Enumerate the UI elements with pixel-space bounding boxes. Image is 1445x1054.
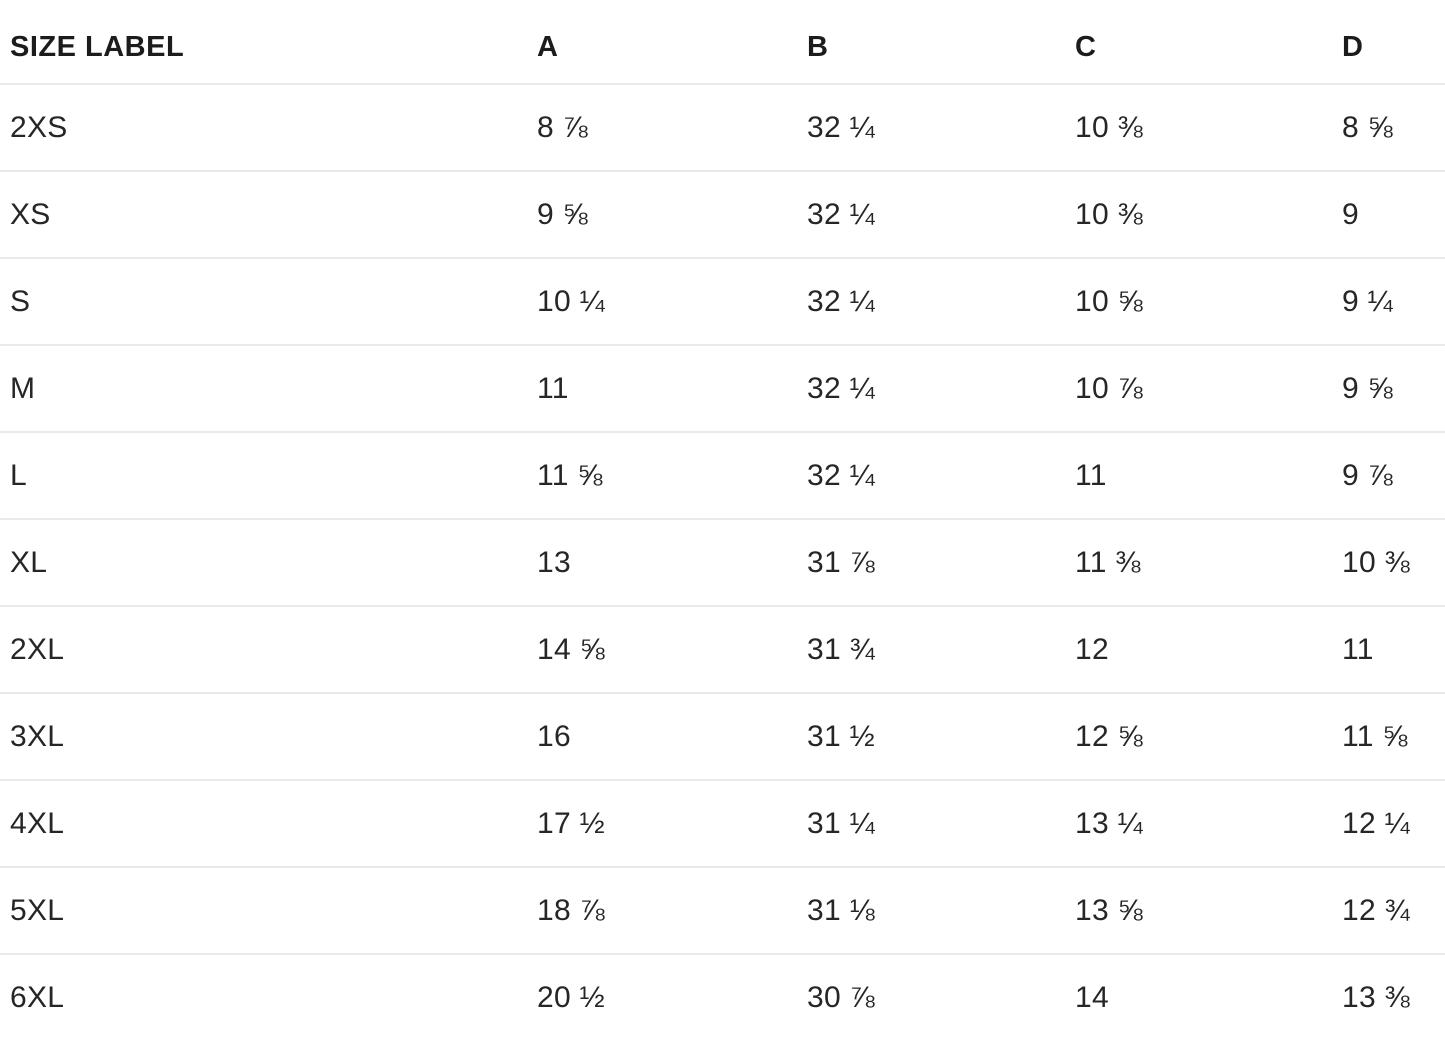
measurement-cell-a: 8 ⅞ xyxy=(527,83,797,171)
measurement-cell-c: 14 xyxy=(1065,953,1332,1041)
measurement-cell-a: 18 ⅞ xyxy=(527,866,797,954)
measurement-cell-b: 32 ¼ xyxy=(797,83,1065,171)
measurement-cell-c: 10 ⅜ xyxy=(1065,170,1332,258)
measurement-cell-a: 14 ⅝ xyxy=(527,605,797,693)
table-header: SIZE LABEL A B C D xyxy=(0,0,1445,84)
measurement-cell-a: 11 xyxy=(527,344,797,432)
measurement-cell-a: 9 ⅝ xyxy=(527,170,797,258)
column-header-size-label: SIZE LABEL xyxy=(10,31,185,63)
measurement-cell-b: 31 ⅞ xyxy=(797,518,1065,606)
measurement-cell-c: 12 xyxy=(1065,605,1332,693)
column-header-a: A xyxy=(537,31,559,63)
measurement-cell-c: 10 ⅞ xyxy=(1065,344,1332,432)
measurement-cell-d: 9 ⅝ xyxy=(1332,344,1445,432)
size-label-cell: M xyxy=(0,344,527,432)
size-label-cell: L xyxy=(0,431,527,519)
measurement-cell-a: 17 ½ xyxy=(527,779,797,867)
measurement-cell-a: 13 xyxy=(527,518,797,606)
table-row: 5XL 18 ⅞ 31 ⅛ 13 ⅝ 12 ¾ xyxy=(0,866,1445,954)
table-row: XL 13 31 ⅞ 11 ⅜ 10 ⅜ xyxy=(0,518,1445,606)
measurement-cell-b: 31 ¾ xyxy=(797,605,1065,693)
size-label-cell: XS xyxy=(0,170,527,258)
measurement-cell-b: 32 ¼ xyxy=(797,257,1065,345)
measurement-cell-d: 11 xyxy=(1332,605,1445,693)
size-label-cell: S xyxy=(0,257,527,345)
measurement-cell-c: 12 ⅝ xyxy=(1065,692,1332,780)
measurement-cell-d: 12 ¾ xyxy=(1332,866,1445,954)
size-label-cell: XL xyxy=(0,518,527,606)
measurement-cell-d: 10 ⅜ xyxy=(1332,518,1445,606)
column-header-c: C xyxy=(1075,31,1097,63)
column-header-d: D xyxy=(1342,31,1364,63)
measurement-cell-b: 31 ¼ xyxy=(797,779,1065,867)
measurement-cell-a: 11 ⅝ xyxy=(527,431,797,519)
measurement-cell-d: 12 ¼ xyxy=(1332,779,1445,867)
measurement-cell-a: 10 ¼ xyxy=(527,257,797,345)
table-row: 6XL 20 ½ 30 ⅞ 14 13 ⅜ xyxy=(0,953,1445,1041)
measurement-cell-d: 11 ⅝ xyxy=(1332,692,1445,780)
table-row: 2XL 14 ⅝ 31 ¾ 12 11 xyxy=(0,605,1445,693)
measurement-cell-c: 10 ⅝ xyxy=(1065,257,1332,345)
measurement-cell-b: 32 ¼ xyxy=(797,170,1065,258)
measurement-cell-b: 30 ⅞ xyxy=(797,953,1065,1041)
measurement-cell-d: 9 ¼ xyxy=(1332,257,1445,345)
header-row: SIZE LABEL A B C D xyxy=(0,0,1445,84)
table-body: 2XS 8 ⅞ 32 ¼ 10 ⅜ 8 ⅝ XS 9 ⅝ 32 ¼ 10 ⅜ 9… xyxy=(0,83,1445,1041)
measurement-cell-b: 32 ¼ xyxy=(797,344,1065,432)
measurement-cell-a: 20 ½ xyxy=(527,953,797,1041)
size-label-cell: 6XL xyxy=(0,953,527,1041)
size-label-cell: 2XS xyxy=(0,83,527,171)
measurement-cell-c: 11 ⅜ xyxy=(1065,518,1332,606)
measurement-cell-b: 31 ½ xyxy=(797,692,1065,780)
table-row: 3XL 16 31 ½ 12 ⅝ 11 ⅝ xyxy=(0,692,1445,780)
table-row: M 11 32 ¼ 10 ⅞ 9 ⅝ xyxy=(0,344,1445,432)
table-row: S 10 ¼ 32 ¼ 10 ⅝ 9 ¼ xyxy=(0,257,1445,345)
table-row: XS 9 ⅝ 32 ¼ 10 ⅜ 9 xyxy=(0,170,1445,258)
table-row: L 11 ⅝ 32 ¼ 11 9 ⅞ xyxy=(0,431,1445,519)
measurement-cell-a: 16 xyxy=(527,692,797,780)
size-label-cell: 2XL xyxy=(0,605,527,693)
measurement-cell-d: 8 ⅝ xyxy=(1332,83,1445,171)
measurement-cell-b: 31 ⅛ xyxy=(797,866,1065,954)
measurement-cell-c: 11 xyxy=(1065,431,1332,519)
measurement-cell-d: 13 ⅜ xyxy=(1332,953,1445,1041)
table-row: 2XS 8 ⅞ 32 ¼ 10 ⅜ 8 ⅝ xyxy=(0,83,1445,171)
measurement-cell-d: 9 ⅞ xyxy=(1332,431,1445,519)
measurement-cell-c: 13 ⅝ xyxy=(1065,866,1332,954)
column-header-b: B xyxy=(807,31,829,63)
size-label-cell: 5XL xyxy=(0,866,527,954)
measurement-cell-d: 9 xyxy=(1332,170,1445,258)
measurement-cell-c: 13 ¼ xyxy=(1065,779,1332,867)
size-label-cell: 3XL xyxy=(0,692,527,780)
table-row: 4XL 17 ½ 31 ¼ 13 ¼ 12 ¼ xyxy=(0,779,1445,867)
size-label-cell: 4XL xyxy=(0,779,527,867)
measurement-cell-c: 10 ⅜ xyxy=(1065,83,1332,171)
measurement-cell-b: 32 ¼ xyxy=(797,431,1065,519)
